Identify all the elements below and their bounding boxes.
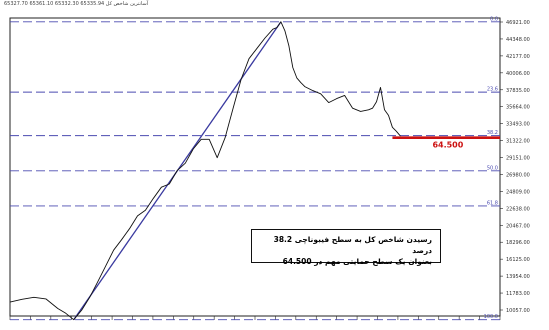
annotation-line-2: بعنوان يک سطح حمايتی مهم در 64.500 bbox=[282, 257, 432, 266]
price-line bbox=[9, 21, 401, 321]
y-tick-label: 16125.00 bbox=[506, 257, 530, 263]
fib-label: 23.6 bbox=[487, 87, 498, 93]
fib-label: 38.2 bbox=[487, 130, 498, 136]
fib-label: 61.8 bbox=[487, 200, 498, 206]
y-tick-label: 37835.00 bbox=[506, 88, 530, 94]
support-label: 64.500 bbox=[432, 141, 463, 150]
y-tick-label: 46921.00 bbox=[506, 20, 530, 26]
plot-frame bbox=[9, 17, 501, 317]
y-tick-label: 18296.00 bbox=[506, 240, 530, 246]
fib-label: 100.0 bbox=[484, 314, 498, 320]
y-tick-label: 31322.00 bbox=[506, 139, 530, 145]
y-tick-label: 11783.00 bbox=[506, 291, 530, 297]
y-tick-label: 42177.00 bbox=[506, 54, 530, 60]
y-tick-label: 22638.00 bbox=[506, 206, 530, 212]
fib-label: 50.0 bbox=[487, 165, 498, 171]
y-tick-label: 26980.00 bbox=[506, 172, 530, 178]
y-tick-label: 13954.00 bbox=[506, 274, 530, 280]
y-tick-label: 20467.00 bbox=[506, 223, 530, 229]
header-title: آسانترين شاخص کل bbox=[105, 1, 149, 7]
chart-header: 65327.70 65361.10 65332.30 65335.94 آسان… bbox=[4, 1, 148, 7]
y-tick-label: 33493.00 bbox=[506, 122, 530, 128]
y-tick-label: 24809.00 bbox=[506, 189, 530, 195]
y-tick-label: 40006.00 bbox=[506, 71, 530, 77]
fib-label: 0.0 bbox=[490, 16, 498, 22]
y-tick-label: 44348.00 bbox=[506, 37, 530, 43]
header-values: 65327.70 65361.10 65332.30 65335.94 bbox=[4, 1, 105, 7]
y-tick-label: 35664.00 bbox=[506, 105, 530, 111]
y-tick-label: 29151.00 bbox=[506, 156, 530, 162]
y-tick-label: 10057.00 bbox=[506, 308, 530, 314]
annotation-box: رسيدن شاخص کل به سطح فيبوناچی 38.2 درصد … bbox=[251, 229, 441, 266]
annotation-line-1: رسيدن شاخص کل به سطح فيبوناچی 38.2 درصد bbox=[273, 235, 432, 255]
